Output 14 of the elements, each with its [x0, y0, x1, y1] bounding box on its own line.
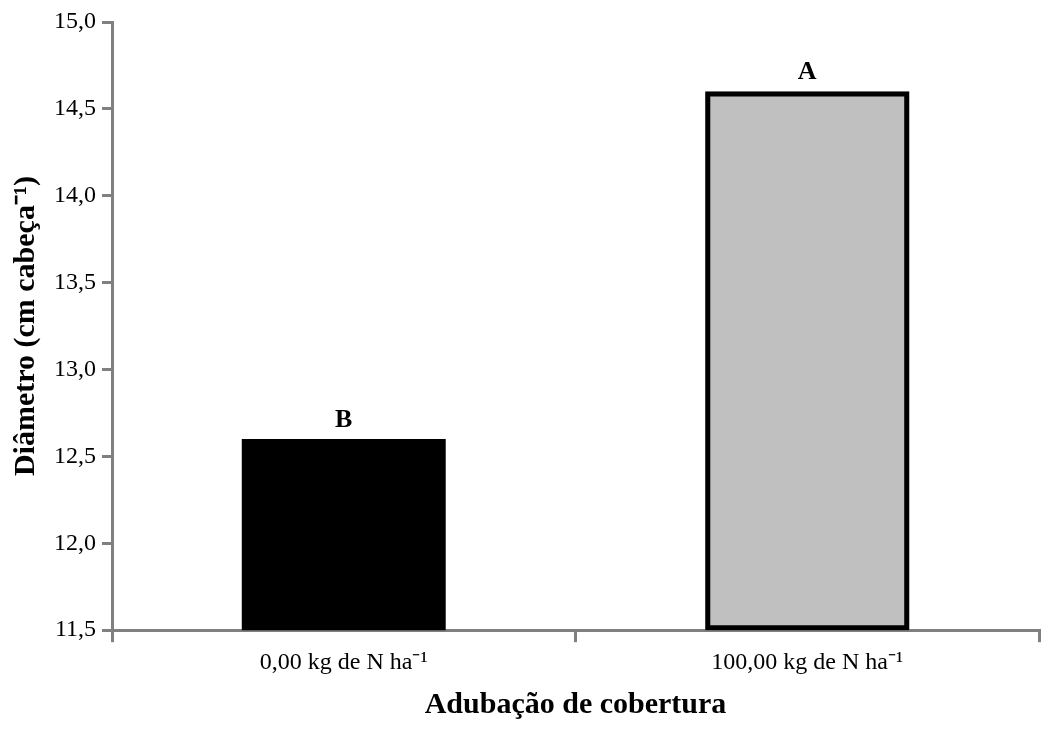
- annotation: A: [797, 56, 817, 86]
- y-tick-label: 14,0: [54, 181, 96, 208]
- x-axis-title: Adubação de cobertura: [424, 685, 727, 719]
- y-tick-label: 15,0: [54, 7, 96, 34]
- y-tick-label: 11,5: [54, 615, 96, 642]
- annotation: B: [335, 403, 353, 433]
- y-tick-label: 12,5: [54, 441, 96, 468]
- x-tick-label: 100,00 kg de N ha⁻¹: [711, 647, 904, 674]
- y-tick-label: 13,5: [54, 267, 96, 294]
- y-tick-label: 14,5: [54, 94, 96, 121]
- y-tick-label: 12,0: [54, 528, 96, 555]
- y-tick-label: 13,0: [54, 354, 96, 381]
- x-tick-label: 0,00 kg de N ha⁻¹: [259, 647, 428, 674]
- y-axis-title: Diâmetro (cm cabeça⁻¹): [6, 176, 41, 477]
